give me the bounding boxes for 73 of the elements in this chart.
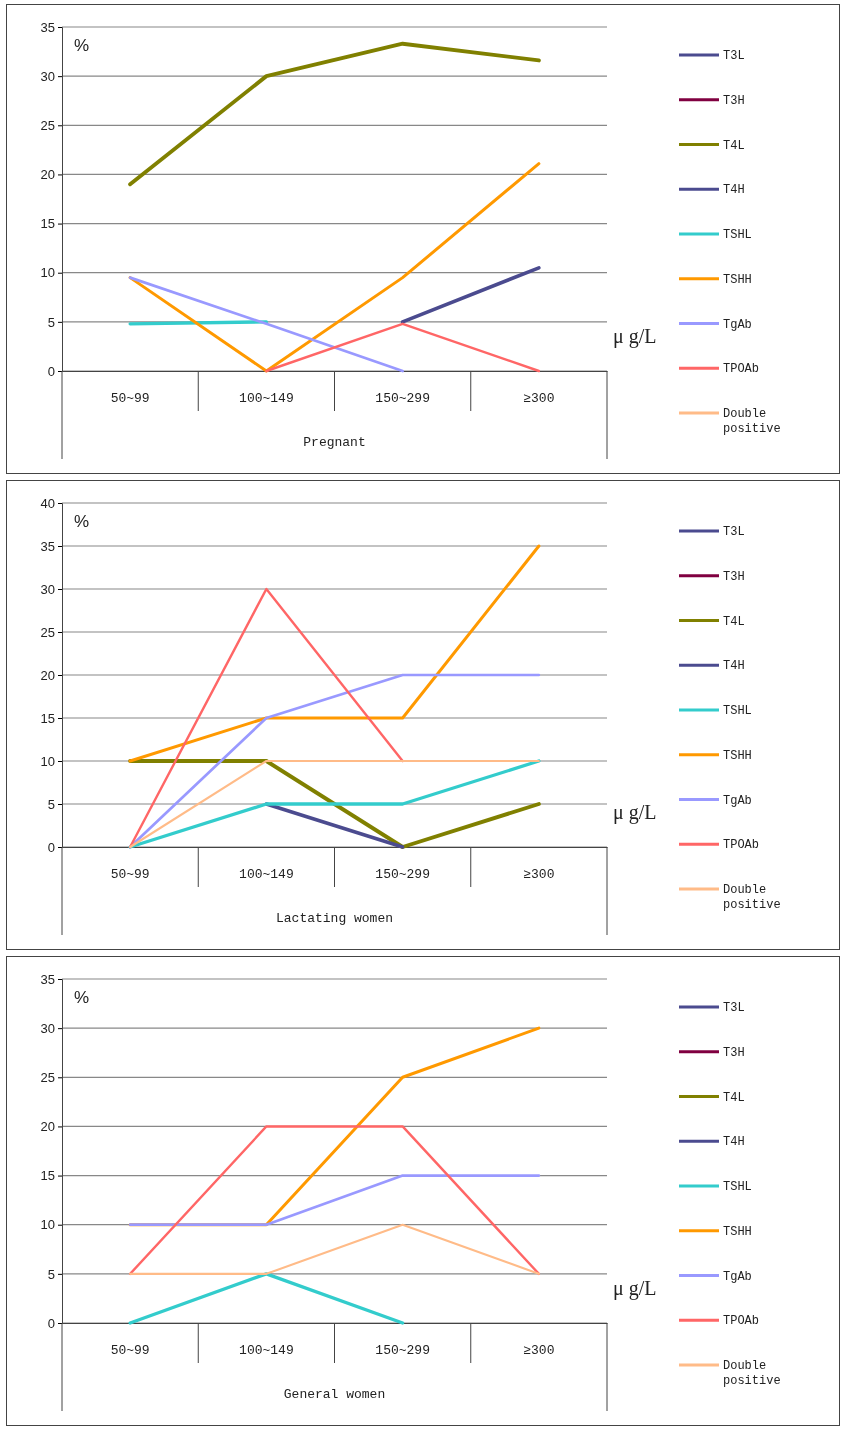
y-tick-label: 0 xyxy=(47,1315,55,1331)
x-tick-label: 50~99 xyxy=(110,391,150,407)
x-tick-label: 100~149 xyxy=(239,391,294,407)
x-tick-label: 150~299 xyxy=(375,867,430,883)
legend-label: T3H xyxy=(723,569,745,584)
legend-label: TSHH xyxy=(723,272,752,287)
y-tick-label: 35 xyxy=(40,971,55,987)
x-tick-label: ≥300 xyxy=(523,1343,555,1359)
legend-label: T4L xyxy=(723,614,745,629)
legend-label: TPOAb xyxy=(723,1314,760,1329)
y-tick-label: 5 xyxy=(47,1266,55,1282)
y-tick-label: 25 xyxy=(40,1069,55,1085)
y-tick-label: 15 xyxy=(40,216,55,232)
annotation: % xyxy=(74,988,90,1007)
legend-label: T4L xyxy=(723,138,745,153)
legend-label: T3H xyxy=(723,1045,745,1060)
y-tick-label: 20 xyxy=(40,1119,55,1135)
legend-label: T4H xyxy=(723,183,745,198)
y-tick-label: 20 xyxy=(40,167,55,183)
y-tick-label: 20 xyxy=(40,667,55,683)
legend-label: TgAb xyxy=(723,317,752,332)
y-tick-label: 35 xyxy=(40,19,55,35)
y-tick-label: 35 xyxy=(40,538,55,554)
y-tick-label: 30 xyxy=(40,68,55,84)
x-tick-label: ≥300 xyxy=(523,867,555,883)
x-axis-title: Lactating women xyxy=(275,911,394,926)
legend-label: T3L xyxy=(723,1001,745,1015)
y-tick-label: 15 xyxy=(40,1168,55,1184)
text: μ g/L xyxy=(613,801,657,824)
legend-label: T3L xyxy=(723,525,745,539)
legend-label: T4H xyxy=(723,1135,745,1150)
y-tick-label: 25 xyxy=(40,117,55,133)
legend-label: TPOAb xyxy=(723,838,760,853)
legend-label: TSHL xyxy=(723,704,752,718)
legend-label: TgAb xyxy=(723,1269,752,1284)
y-tick-label: 15 xyxy=(40,710,55,726)
text: μ g/L xyxy=(613,1277,657,1300)
x-axis-title: General women xyxy=(283,1387,386,1402)
legend-label: Double positive xyxy=(723,1359,781,1388)
y-tick-label: 10 xyxy=(40,1217,55,1233)
legend-label: TSHL xyxy=(723,1180,752,1194)
x-tick-label: 150~299 xyxy=(375,391,430,407)
y-tick-label: 5 xyxy=(47,796,55,812)
y-tick-label: 10 xyxy=(40,265,55,281)
legend-label: Double positive xyxy=(723,407,781,436)
x-tick-label: 100~149 xyxy=(239,867,294,883)
y-tick-label: 5 xyxy=(47,314,55,330)
legend-label: TSHH xyxy=(723,748,752,763)
y-tick-label: 0 xyxy=(47,363,55,379)
x-tick-label: 150~299 xyxy=(375,1343,430,1359)
text: μ g/L xyxy=(613,325,657,348)
legend-label: T3H xyxy=(723,93,745,108)
x-tick-label: ≥300 xyxy=(523,391,555,407)
y-tick-label: 40 xyxy=(40,495,55,511)
legend-label: TSHL xyxy=(723,228,752,242)
y-tick-label: 10 xyxy=(40,753,55,769)
y-tick-label: 30 xyxy=(40,1020,55,1036)
y-tick-label: 0 xyxy=(47,839,55,855)
legend-label: T3L xyxy=(723,49,745,63)
x-tick-label: 100~149 xyxy=(239,1343,294,1359)
legend-label: T4H xyxy=(723,659,745,674)
x-tick-label: 50~99 xyxy=(110,867,150,883)
x-axis-title: Pregnant xyxy=(303,435,366,450)
legend-label: TPOAb xyxy=(723,362,760,377)
legend-label: TSHH xyxy=(723,1224,752,1239)
legend-label: Double positive xyxy=(723,883,781,912)
y-tick-label: 30 xyxy=(40,581,55,597)
x-tick-label: 50~99 xyxy=(110,1343,150,1359)
legend-label: TgAb xyxy=(723,793,752,808)
annotation: % xyxy=(74,512,90,531)
legend-label: T4L xyxy=(723,1090,745,1105)
y-tick-label: 25 xyxy=(40,624,55,640)
annotation: % xyxy=(74,36,90,55)
